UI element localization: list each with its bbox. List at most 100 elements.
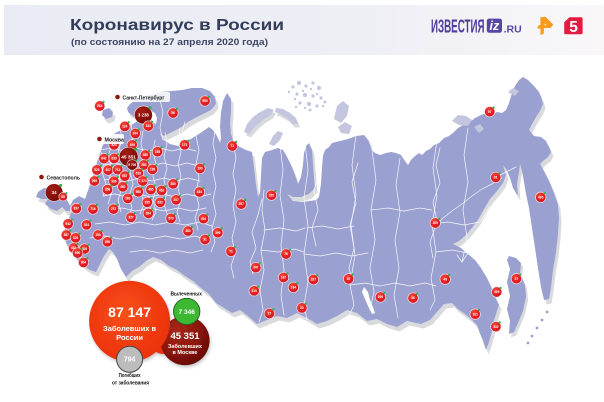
svg-text:283: 283 <box>125 197 131 201</box>
svg-text:91: 91 <box>494 176 498 180</box>
svg-text:45 351: 45 351 <box>121 154 136 160</box>
svg-text:138: 138 <box>150 167 156 171</box>
svg-text:56: 56 <box>411 296 415 300</box>
svg-text:327: 327 <box>311 278 317 282</box>
svg-text:498: 498 <box>130 143 136 147</box>
svg-text:209: 209 <box>378 295 384 299</box>
svg-text:465: 465 <box>148 188 154 192</box>
svg-text:от заболевания: от заболевания <box>112 380 149 387</box>
svg-text:329: 329 <box>73 236 79 240</box>
svg-text:143: 143 <box>146 124 152 128</box>
svg-text:360: 360 <box>185 229 191 233</box>
svg-text:460: 460 <box>120 185 126 189</box>
svg-text:Заболевших в: Заболевших в <box>103 324 156 333</box>
svg-text:48: 48 <box>443 277 447 281</box>
svg-text:173: 173 <box>182 143 188 147</box>
svg-text:34: 34 <box>52 190 57 195</box>
svg-text:434: 434 <box>197 190 203 194</box>
svg-text:942: 942 <box>65 222 71 226</box>
svg-text:269: 269 <box>92 179 98 183</box>
svg-text:Москва: Москва <box>105 137 125 143</box>
svg-text:414: 414 <box>84 223 90 227</box>
svg-text:5: 5 <box>569 19 578 36</box>
svg-text:71: 71 <box>231 144 235 148</box>
svg-text:в Москве: в Москве <box>173 350 198 356</box>
svg-text:434: 434 <box>201 217 207 221</box>
svg-text:462: 462 <box>159 189 165 193</box>
svg-text:76: 76 <box>284 252 288 256</box>
svg-text:71: 71 <box>229 249 233 253</box>
svg-text:489: 489 <box>143 153 149 157</box>
svg-text:244: 244 <box>133 132 139 136</box>
svg-text:525: 525 <box>94 168 100 172</box>
svg-text:713: 713 <box>115 168 121 172</box>
svg-text:27: 27 <box>515 277 519 281</box>
svg-text:687: 687 <box>122 174 128 178</box>
svg-text:310: 310 <box>252 289 258 293</box>
svg-text:Санкт-Петербург: Санкт-Петербург <box>123 94 166 101</box>
svg-text:31: 31 <box>203 238 207 242</box>
svg-text:570: 570 <box>168 217 174 221</box>
svg-text:568: 568 <box>136 190 142 194</box>
svg-text:716: 716 <box>90 207 96 211</box>
svg-text:298: 298 <box>105 240 111 244</box>
svg-text:207: 207 <box>173 198 179 202</box>
svg-text:481: 481 <box>71 246 77 250</box>
svg-text:335: 335 <box>145 200 151 204</box>
svg-text:184: 184 <box>291 286 297 290</box>
svg-text:Севастополь: Севастополь <box>47 175 81 181</box>
svg-text:iz: iz <box>490 19 500 33</box>
svg-text:56: 56 <box>171 111 175 115</box>
svg-text:.RU: .RU <box>504 23 522 35</box>
svg-text:190: 190 <box>197 167 203 171</box>
svg-text:Коронавирус в России: Коронавирус в России <box>70 17 284 34</box>
svg-text:518: 518 <box>136 171 142 175</box>
svg-text:297: 297 <box>239 202 245 206</box>
svg-text:590: 590 <box>75 251 81 255</box>
svg-text:1 174: 1 174 <box>139 179 147 183</box>
svg-text:837: 837 <box>74 207 80 211</box>
svg-text:794: 794 <box>124 357 136 364</box>
svg-text:409: 409 <box>494 290 500 294</box>
svg-text:502: 502 <box>493 325 499 329</box>
svg-text:187: 187 <box>281 276 287 280</box>
svg-text:России: России <box>116 333 143 342</box>
svg-text:264: 264 <box>146 211 152 215</box>
svg-text:9 708: 9 708 <box>128 163 136 167</box>
svg-text:87: 87 <box>347 277 351 281</box>
svg-text:Погибших: Погибших <box>119 372 142 379</box>
svg-text:3 238: 3 238 <box>138 113 150 118</box>
svg-text:495: 495 <box>538 195 544 199</box>
svg-text:109: 109 <box>433 221 439 225</box>
svg-text:324: 324 <box>111 143 117 147</box>
svg-text:272: 272 <box>111 207 117 211</box>
svg-text:358: 358 <box>105 188 111 192</box>
svg-text:989: 989 <box>202 99 208 103</box>
svg-text:7 346: 7 346 <box>179 309 196 316</box>
svg-text:904: 904 <box>81 261 87 265</box>
svg-text:347: 347 <box>253 266 259 270</box>
svg-text:380: 380 <box>170 182 176 186</box>
svg-text:101: 101 <box>473 312 479 316</box>
svg-text:336: 336 <box>111 179 117 183</box>
svg-text:Вылеченных: Вылеченных <box>170 292 202 298</box>
svg-text:325: 325 <box>269 193 275 197</box>
svg-text:639: 639 <box>111 157 117 161</box>
svg-text:97: 97 <box>488 110 492 114</box>
svg-text:(по состоянию на 27 апреля 202: (по состоянию на 27 апреля 2020 года) <box>71 37 268 48</box>
svg-text:642: 642 <box>101 157 107 161</box>
svg-text:Заболевших: Заболевших <box>168 343 203 350</box>
svg-text:399: 399 <box>215 231 221 235</box>
svg-text:20: 20 <box>300 306 304 310</box>
svg-text:87 147: 87 147 <box>108 304 151 320</box>
svg-text:264: 264 <box>97 104 103 108</box>
svg-text:69: 69 <box>61 195 65 199</box>
svg-text:158: 158 <box>95 233 101 237</box>
svg-text:387: 387 <box>64 233 70 237</box>
svg-text:327: 327 <box>128 215 134 219</box>
svg-text:124: 124 <box>122 125 128 129</box>
svg-text:155: 155 <box>155 150 161 154</box>
svg-text:27: 27 <box>268 312 272 316</box>
svg-text:429: 429 <box>82 247 88 251</box>
svg-text:407: 407 <box>105 168 111 172</box>
